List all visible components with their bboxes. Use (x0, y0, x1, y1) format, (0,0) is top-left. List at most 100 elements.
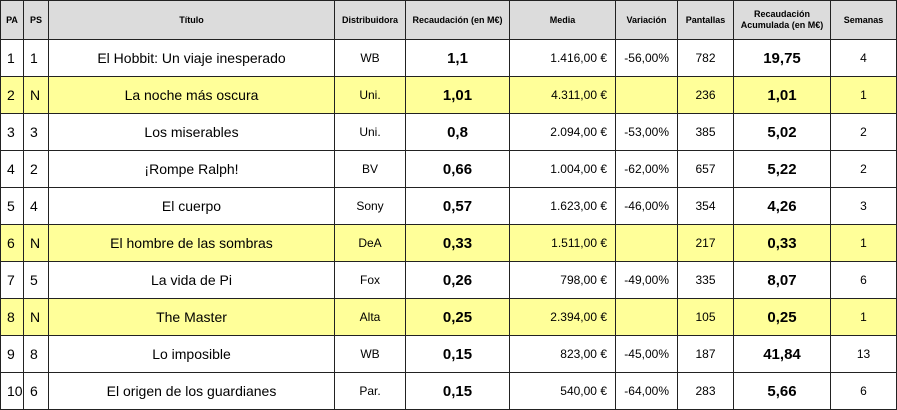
header-ps: PS (23, 0, 49, 40)
cell-semanas: 3 (830, 187, 897, 225)
cell-titulo: The Master (48, 298, 335, 336)
cell-semanas: 2 (830, 150, 897, 188)
table-row: 5 4 El cuerpo Sony 0,57 1.623,00 € -46,00% 354 4… (0, 187, 897, 225)
cell-acumulada: 1,01 (733, 76, 831, 114)
cell-semanas: 6 (830, 372, 897, 410)
cell-pantallas: 354 (677, 187, 734, 225)
cell-pa: 8 (0, 298, 24, 336)
cell-ps: 5 (23, 261, 49, 299)
cell-acumulada: 8,07 (733, 261, 831, 299)
table-row: 2 N La noche más oscura Uni. 1,01 4.311,00 €2… (0, 76, 897, 114)
cell-recaudacion: 0,57 (405, 187, 510, 225)
header-variacion: Variación (615, 0, 678, 40)
cell-titulo: Lo imposible (48, 335, 335, 373)
cell-pa: 2 (0, 76, 24, 114)
table-row: 7 5 La vida de Pi Fox 0,26 798,00 € -49,00% 335… (0, 261, 897, 299)
cell-media: 1.511,00 € (509, 224, 616, 262)
cell-media: 2.094,00 € (509, 113, 616, 151)
cell-semanas: 6 (830, 261, 897, 299)
cell-distribuidora: WB (334, 335, 406, 373)
cell-pantallas: 236 (677, 76, 734, 114)
cell-pa: 7 (0, 261, 24, 299)
cell-recaudacion: 0,33 (405, 224, 510, 262)
cell-ps: 3 (23, 113, 49, 151)
cell-ps: 2 (23, 150, 49, 188)
table-row: 10 6 El origen de los guardianes Par. 0,15 54… (0, 372, 897, 410)
table-row: 6 N El hombre de las sombras DeA 0,33 1.511,0… (0, 224, 897, 262)
cell-ps: N (23, 224, 49, 262)
cell-ps: N (23, 298, 49, 336)
cell-media: 540,00 € (509, 372, 616, 410)
cell-pantallas: 657 (677, 150, 734, 188)
header-distribuidora: Distribuidora (334, 0, 406, 40)
cell-distribuidora: Alta (334, 298, 406, 336)
cell-titulo: El Hobbit: Un viaje inesperado (48, 39, 335, 77)
cell-ps: N (23, 76, 49, 114)
cell-recaudacion: 0,15 (405, 335, 510, 373)
cell-pa: 6 (0, 224, 24, 262)
cell-media: 1.623,00 € (509, 187, 616, 225)
table-row: 4 2 ¡Rompe Ralph! BV 0,66 1.004,00 € -62,00% 65… (0, 150, 897, 188)
cell-distribuidora: BV (334, 150, 406, 188)
header-acumulada: Recaudación Acumulada (en M€) (733, 0, 831, 40)
cell-titulo: La noche más oscura (48, 76, 335, 114)
cell-titulo: Los miserables (48, 113, 335, 151)
header-semanas: Semanas (830, 0, 897, 40)
cell-media: 2.394,00 € (509, 298, 616, 336)
cell-acumulada: 5,22 (733, 150, 831, 188)
cell-titulo: ¡Rompe Ralph! (48, 150, 335, 188)
cell-distribuidora: Uni. (334, 113, 406, 151)
cell-variacion: -62,00% (615, 150, 678, 188)
cell-pa: 5 (0, 187, 24, 225)
cell-acumulada: 41,84 (733, 335, 831, 373)
header-media: Media (509, 0, 616, 40)
cell-pa: 9 (0, 335, 24, 373)
cell-pa: 3 (0, 113, 24, 151)
header-titulo: Título (48, 0, 335, 40)
cell-media: 798,00 € (509, 261, 616, 299)
cell-acumulada: 0,25 (733, 298, 831, 336)
cell-pantallas: 335 (677, 261, 734, 299)
cell-distribuidora: Par. (334, 372, 406, 410)
cell-pantallas: 105 (677, 298, 734, 336)
cell-pantallas: 283 (677, 372, 734, 410)
cell-recaudacion: 0,8 (405, 113, 510, 151)
cell-acumulada: 5,02 (733, 113, 831, 151)
cell-ps: 4 (23, 187, 49, 225)
header-pantallas: Pantallas (677, 0, 734, 40)
cell-recaudacion: 0,25 (405, 298, 510, 336)
header-recaudacion: Recaudación (en M€) (405, 0, 510, 40)
cell-variacion: -64,00% (615, 372, 678, 410)
table-row: 3 3 Los miserables Uni. 0,8 2.094,00 € -53,00%… (0, 113, 897, 151)
table-body: 1 1 El Hobbit: Un viaje inesperado WB 1,1 1.4… (0, 39, 897, 410)
cell-distribuidora: Uni. (334, 76, 406, 114)
cell-distribuidora: WB (334, 39, 406, 77)
cell-pantallas: 187 (677, 335, 734, 373)
cell-media: 1.416,00 € (509, 39, 616, 77)
cell-semanas: 1 (830, 76, 897, 114)
cell-pantallas: 385 (677, 113, 734, 151)
cell-titulo: El hombre de las sombras (48, 224, 335, 262)
cell-variacion: -46,00% (615, 187, 678, 225)
cell-titulo: El origen de los guardianes (48, 372, 335, 410)
cell-pa: 4 (0, 150, 24, 188)
cell-distribuidora: DeA (334, 224, 406, 262)
cell-titulo: El cuerpo (48, 187, 335, 225)
cell-variacion: -45,00% (615, 335, 678, 373)
cell-acumulada: 5,66 (733, 372, 831, 410)
cell-pa: 10 (0, 372, 24, 410)
cell-media: 4.311,00 € (509, 76, 616, 114)
header-pa: PA (0, 0, 24, 40)
cell-recaudacion: 1,01 (405, 76, 510, 114)
cell-ps: 8 (23, 335, 49, 373)
cell-variacion (615, 76, 678, 114)
cell-variacion (615, 298, 678, 336)
table-row: 8 N The Master Alta 0,25 2.394,00 €105 0,25 1 (0, 298, 897, 336)
table-row: 9 8 Lo imposible WB 0,15 823,00 € -45,00% 187 41… (0, 335, 897, 373)
cell-acumulada: 0,33 (733, 224, 831, 262)
cell-recaudacion: 0,66 (405, 150, 510, 188)
cell-variacion: -49,00% (615, 261, 678, 299)
cell-pantallas: 782 (677, 39, 734, 77)
header-row: PA PS Título Distribuidora Recaudación (… (0, 0, 897, 40)
